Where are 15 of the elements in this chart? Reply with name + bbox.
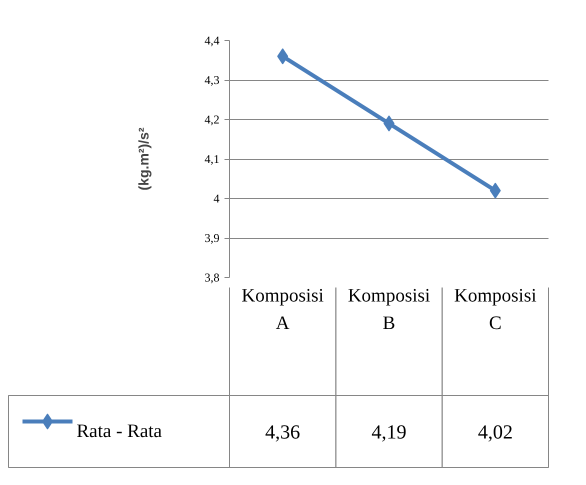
y-tick-label: 3,8 <box>204 270 220 284</box>
y-tick-label: 4 <box>214 192 220 206</box>
data-label: 4,02 <box>478 422 513 444</box>
y-tick-label: 4,1 <box>204 152 220 166</box>
x-tick-label: Komposisi A <box>241 286 324 334</box>
legend-label: Rata - Rata <box>76 421 163 442</box>
y-axis-title: (kg.m²)/s² <box>136 127 152 190</box>
x-tick-label: Komposisi C <box>454 286 537 334</box>
y-tick-label: 4,2 <box>204 112 220 126</box>
data-label: 4,19 <box>372 422 406 444</box>
y-tick-label: 4,4 <box>204 34 220 48</box>
y-tick-label: 4,3 <box>204 73 220 87</box>
x-tick-label: Komposisi B <box>348 286 430 334</box>
y-tick-label: 3,9 <box>204 231 220 245</box>
data-label: 4,36 <box>265 422 300 444</box>
